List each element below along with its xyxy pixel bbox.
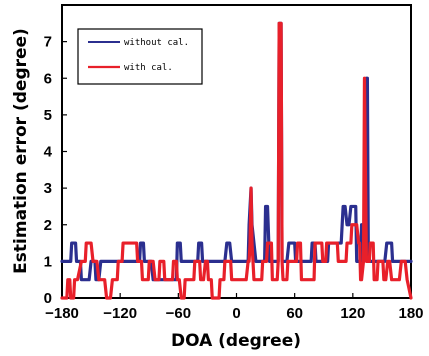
legend-label-with-cal: with cal. [124, 63, 173, 73]
y-tick-label: 7 [44, 34, 52, 51]
series-line-with-cal [60, 21, 413, 300]
y-tick-label: 1 [44, 253, 52, 270]
y-tick-label: 6 [44, 70, 52, 87]
y-tick-label: 5 [44, 107, 52, 124]
legend: without cal. with cal. [77, 28, 203, 85]
y-tick-label: 4 [44, 144, 53, 161]
y-tick-label: 2 [44, 217, 52, 234]
y-tick-label: 0 [44, 290, 52, 307]
legend-label-without-cal: without cal. [124, 38, 189, 48]
x-tick-label: −180 [45, 305, 79, 322]
x-tick-label: 120 [340, 305, 365, 322]
y-axis-ticks: 0 1 2 3 4 5 6 7 [44, 34, 67, 307]
x-tick-label: 60 [286, 305, 303, 322]
x-tick-label: −120 [103, 305, 137, 322]
y-axis-label: Estimation error (degree) [11, 28, 31, 274]
x-tick-label: −60 [166, 305, 191, 322]
x-tick-label: 180 [398, 305, 423, 322]
y-tick-label: 3 [44, 180, 52, 197]
legend-box [77, 28, 203, 85]
series-line-without-cal [60, 21, 413, 282]
x-tick-label: 0 [232, 305, 240, 322]
x-axis-label: DOA (degree) [171, 331, 301, 351]
x-axis-ticks: −180 −120 −60 0 60 120 180 [45, 293, 424, 322]
series-layer [60, 21, 413, 300]
